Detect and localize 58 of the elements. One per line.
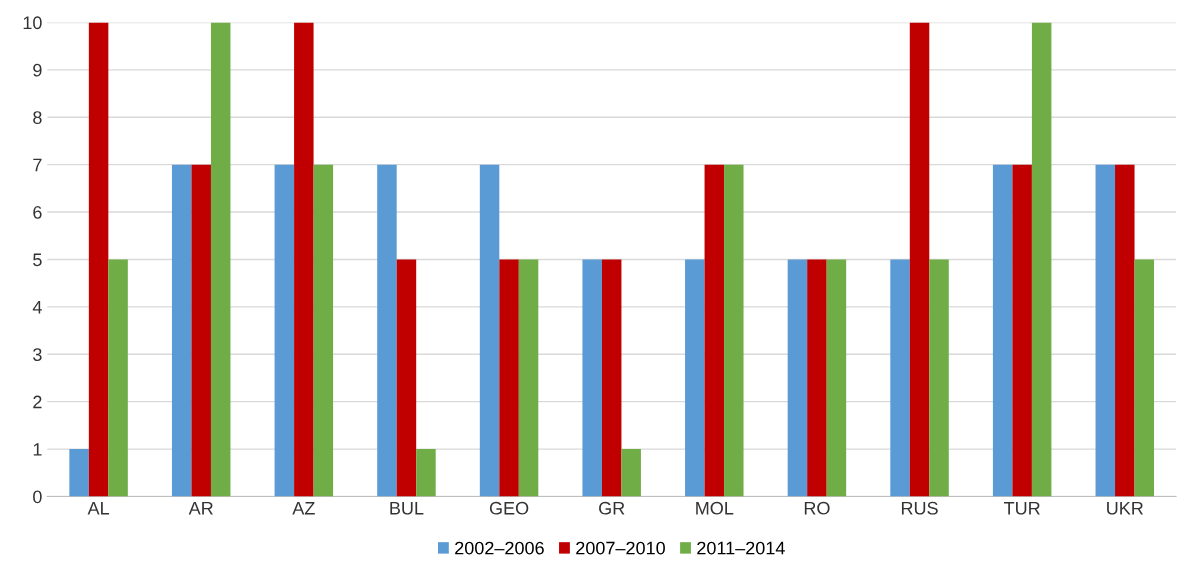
bar [274,164,295,497]
y-tick-label: 10 [23,16,42,30]
bar [191,164,211,497]
bar [479,164,500,497]
y-tick-label: 7 [33,158,42,172]
y-tick-label: 6 [33,205,42,219]
x-tick-label: AR [188,502,213,515]
legend-label: 2007–2010 [576,541,665,555]
x-tick-label: RO [804,501,830,515]
y-tick-label: 2 [33,395,42,409]
x-tick-label: RUS [901,501,938,515]
bar [377,164,397,497]
bar [1095,164,1116,497]
x-tick-label: AL [87,502,110,515]
bar [1012,164,1032,497]
bar [890,259,910,497]
bar [518,259,539,497]
x-tick-label: AZ [292,502,315,515]
bar [69,449,89,497]
y-tick-label: 9 [33,63,42,77]
x-tick-label: UKR [1107,502,1143,515]
bar [685,259,705,497]
bar [499,259,519,497]
bar [992,164,1013,497]
bar [108,259,128,497]
bar [313,164,334,497]
bar [171,164,192,497]
bar [396,259,417,497]
x-tick-label: BUL [390,502,424,515]
legend-label: 2011–2014 [697,541,785,555]
bar [1134,259,1155,497]
y-tick-label: 3 [33,348,42,361]
bar [1031,22,1052,497]
x-tick-label: GEO [489,501,529,515]
bar [621,449,641,497]
bar [787,259,808,497]
bar [724,164,744,497]
bar [294,22,314,497]
bar [909,22,930,497]
bar [704,164,725,497]
bar [929,259,949,497]
bar [88,22,109,497]
bar [210,22,231,497]
bar [416,449,436,497]
x-tick-label: MOL [696,501,734,515]
bar [826,259,847,497]
bar [1115,164,1135,497]
bar [807,259,827,497]
y-tick-label: 1 [33,443,42,456]
bar [601,259,622,497]
legend-label: 2002–2006 [455,541,544,555]
x-tick-label: TUR [1004,502,1040,515]
bar [582,259,602,497]
y-tick-label: 8 [33,111,42,124]
y-tick-label: 5 [33,253,42,267]
y-tick-label: 0 [33,490,42,504]
y-tick-label: 4 [32,300,42,314]
x-tick-label: GR [599,501,625,515]
